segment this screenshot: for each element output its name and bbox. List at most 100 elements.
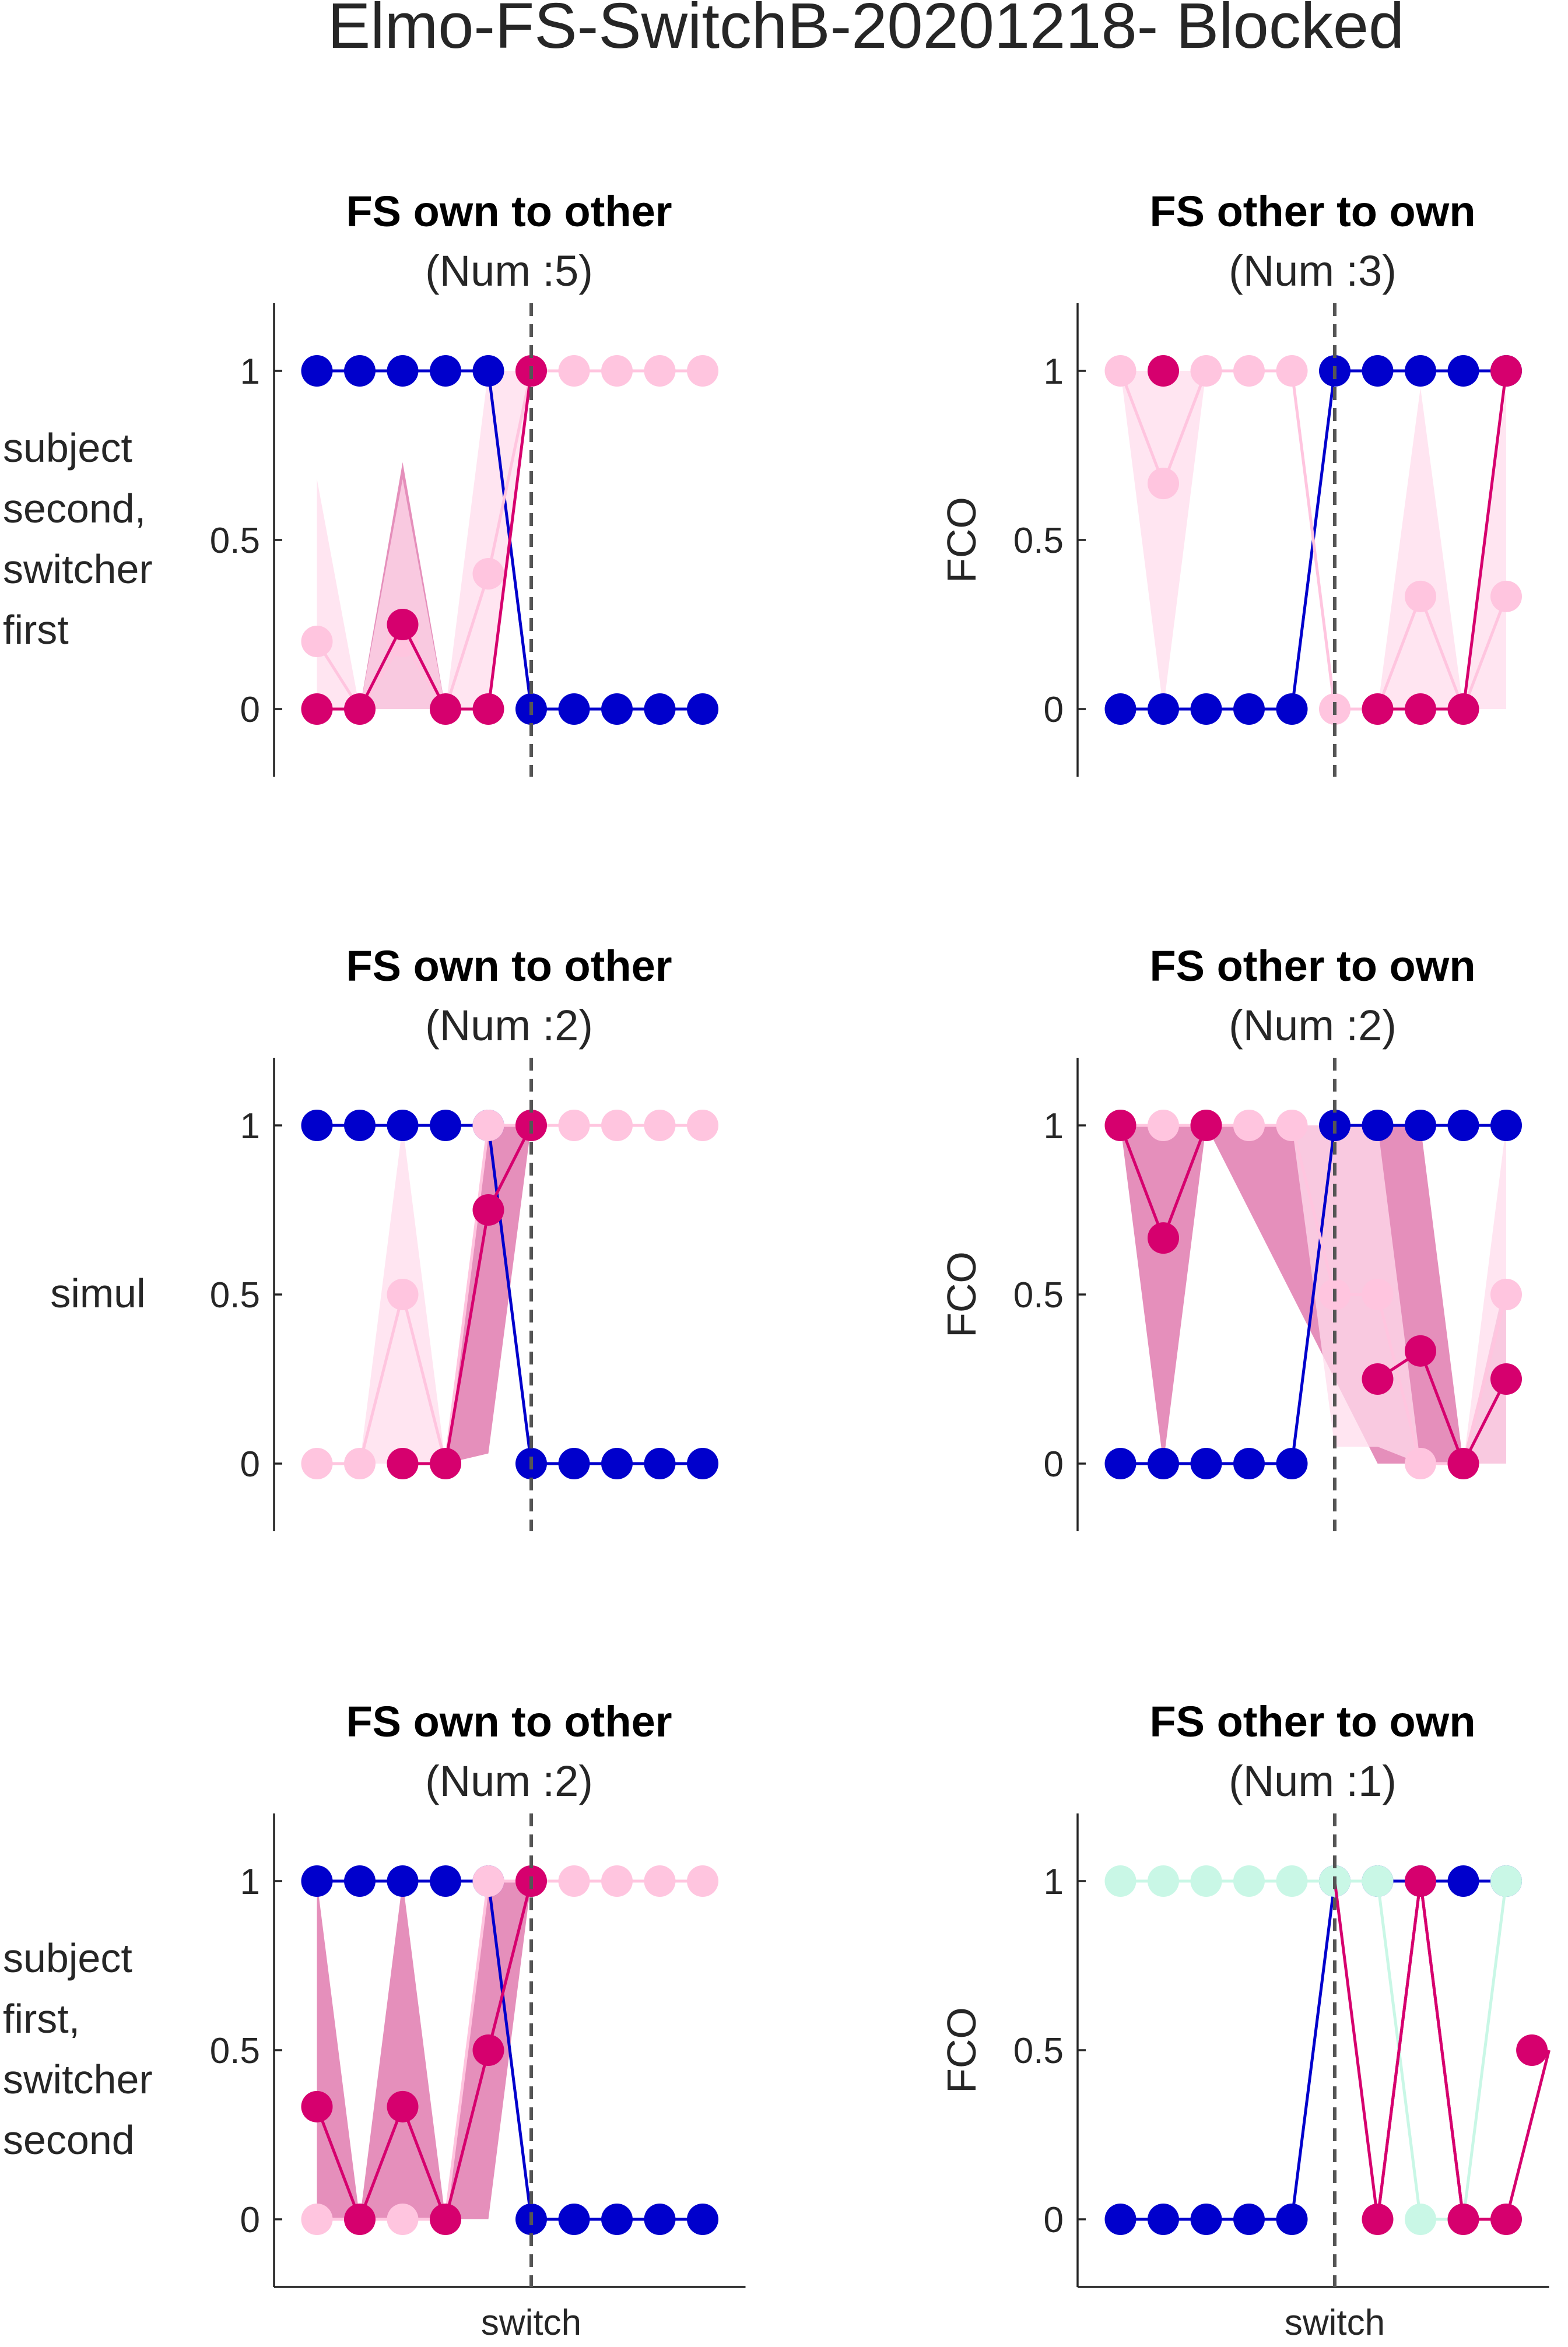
data-point: [1276, 693, 1308, 725]
data-point: [601, 2204, 633, 2235]
data-point: [1490, 1363, 1522, 1395]
data-point: [301, 355, 333, 387]
series-line: [1120, 1879, 1506, 2221]
row-label-line: first,: [3, 1996, 80, 2041]
panel-title: FS other to own: [1149, 187, 1475, 236]
data-point: [644, 1110, 676, 1141]
data-point: [1104, 355, 1136, 387]
data-point: [1233, 2204, 1265, 2235]
y-tick-label: 0: [240, 2200, 260, 2240]
data-point: [1276, 1865, 1308, 1897]
data-point: [387, 1865, 419, 1897]
data-point: [387, 355, 419, 387]
data-point: [1447, 355, 1479, 387]
data-point: [472, 1865, 504, 1897]
panel-title: FS other to own: [1149, 942, 1475, 990]
data-point: [601, 693, 633, 725]
data-point: [1490, 1279, 1522, 1310]
series-line: [315, 1881, 533, 2225]
data-point: [472, 693, 504, 725]
data-point: [1447, 1448, 1479, 1479]
row-label-line: switcher: [3, 546, 153, 592]
data-point: [1104, 1448, 1136, 1479]
data-point: [1190, 693, 1222, 725]
data-point: [430, 693, 461, 725]
data-point: [387, 609, 419, 640]
y-tick-label: 0.5: [1013, 2031, 1064, 2071]
data-point: [472, 1194, 504, 1226]
data-point: [1148, 2204, 1179, 2235]
y-tick-label: 0: [1044, 690, 1064, 730]
data-point: [1447, 693, 1479, 725]
data-point: [301, 2090, 333, 2123]
data-point: [301, 1865, 333, 1897]
row-label-line: first: [3, 607, 69, 652]
data-point: [601, 355, 633, 387]
y-tick-label: 0.5: [1013, 521, 1064, 561]
data-point: [387, 1110, 419, 1141]
y-tick-label: 0: [1044, 1444, 1064, 1485]
figure-title: Elmo-FS-SwitchB-20201218- Blocked: [328, 0, 1404, 62]
data-point: [1490, 355, 1522, 387]
data-point: [1233, 1448, 1265, 1479]
data-point: [1148, 1222, 1179, 1254]
data-point: [1490, 580, 1522, 612]
data-point: [1276, 1448, 1308, 1479]
data-point: [1447, 1110, 1479, 1141]
data-point: [1233, 1865, 1265, 1897]
x-axis-label: switch: [481, 2303, 581, 2343]
series-line: [1120, 1124, 1508, 1465]
row-label-line: subject: [3, 1935, 132, 1981]
panel-title: FS own to other: [346, 1697, 672, 1746]
panel-title: FS other to own: [1149, 1697, 1475, 1746]
data-point: [301, 693, 333, 725]
series-line: [317, 1879, 703, 2221]
data-point: [601, 1448, 633, 1479]
panel-title: FS own to other: [346, 942, 672, 990]
row-label-line: simul: [50, 1271, 145, 1316]
data-point: [687, 1110, 718, 1141]
series-line: [317, 1124, 703, 1465]
data-point: [1362, 1279, 1394, 1310]
data-point: [344, 1110, 376, 1141]
data-point: [301, 2204, 333, 2235]
data-point: [644, 2204, 676, 2235]
panel-subtitle: (Num :2): [425, 1001, 593, 1050]
data-point: [1405, 355, 1436, 387]
data-point: [301, 1110, 333, 1141]
data-point: [644, 1448, 676, 1479]
data-point: [344, 2204, 376, 2235]
data-point: [1148, 1865, 1179, 1897]
data-point: [558, 1110, 590, 1141]
y-tick-label: 1: [1044, 352, 1064, 392]
data-point: [1276, 1110, 1308, 1141]
data-point: [1362, 1865, 1394, 1897]
data-point: [1405, 580, 1436, 612]
panel-1-1: FS other to own (Num :2) 0 0.5 1 FCO: [939, 942, 1522, 1531]
row-label-line: second,: [3, 486, 146, 531]
panel-subtitle: (Num :3): [1229, 247, 1397, 295]
data-point: [1362, 1363, 1394, 1395]
data-point: [430, 1448, 461, 1479]
data-point: [1490, 2204, 1522, 2235]
data-point: [644, 355, 676, 387]
series-line: [1377, 370, 1508, 711]
data-point: [387, 1448, 419, 1479]
data-point: [601, 1865, 633, 1897]
data-point: [387, 2204, 419, 2235]
data-point: [1104, 1865, 1136, 1897]
panel-0-1: FS other to own (Num :3) 0 0.5 1 FCO: [939, 187, 1522, 777]
data-point: [1276, 355, 1308, 387]
x-axis-label: switch: [1285, 2303, 1385, 2343]
data-point: [344, 355, 376, 387]
data-point: [430, 2204, 461, 2235]
y-tick-label: 0: [240, 1444, 260, 1485]
data-point: [430, 1110, 461, 1141]
data-point: [1190, 1110, 1222, 1141]
data-point: [687, 1448, 718, 1479]
y-tick-label: 0.5: [210, 521, 260, 561]
series-line: [1120, 1124, 1506, 1465]
y-axis-label: FCO: [939, 497, 984, 583]
data-point: [1276, 2204, 1308, 2235]
